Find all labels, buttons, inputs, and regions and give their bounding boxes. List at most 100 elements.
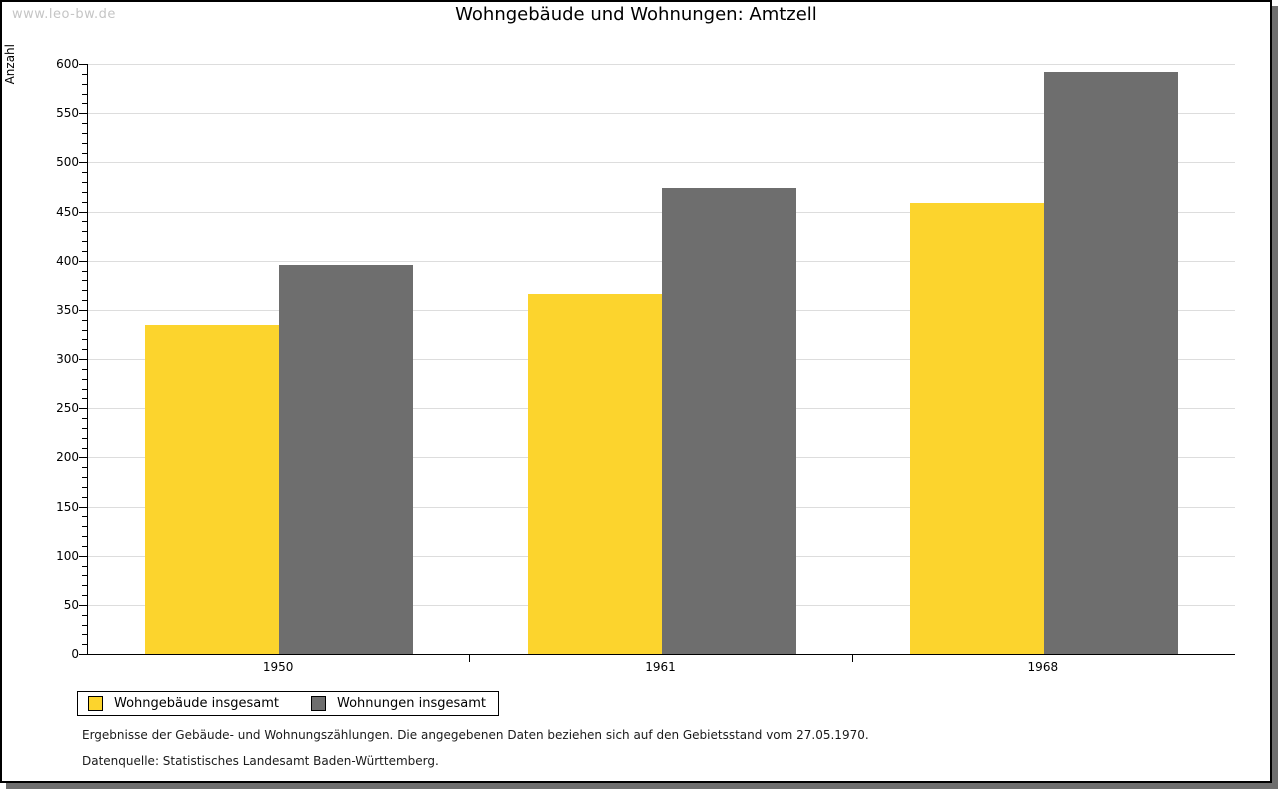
y-major-tick xyxy=(79,64,87,65)
y-major-tick xyxy=(79,506,87,508)
watermark-leo-bw: www.leo-bw.de xyxy=(12,7,116,22)
bar-wohngebäude-1968 xyxy=(909,202,1044,654)
legend: Wohngebäude insgesamt Wohnungen insgesam… xyxy=(77,691,499,716)
x-tick-label-1950: 1950 xyxy=(262,660,294,674)
y-minor-tick xyxy=(82,132,87,134)
y-major-tick xyxy=(79,113,87,115)
y-minor-tick xyxy=(82,614,87,616)
chart-title: Wohngebäude und Wohnungen: Amtzell xyxy=(455,4,817,25)
y-minor-tick xyxy=(82,221,87,223)
y-minor-tick xyxy=(82,398,87,400)
y-tick-label: 0 xyxy=(71,647,79,661)
y-minor-tick xyxy=(82,319,87,321)
y-minor-tick xyxy=(82,152,87,154)
y-minor-tick xyxy=(82,477,87,478)
y-minor-tick xyxy=(82,368,87,370)
y-tick-label: 450 xyxy=(56,204,79,219)
y-major-tick xyxy=(79,604,87,606)
y-minor-tick xyxy=(82,93,87,95)
plot-area xyxy=(87,64,1235,655)
y-minor-tick xyxy=(82,349,87,351)
y-minor-tick xyxy=(82,300,87,301)
y-minor-tick xyxy=(82,378,87,380)
y-minor-tick xyxy=(82,634,87,636)
gridline-550 xyxy=(88,113,1235,115)
y-minor-tick xyxy=(82,496,87,498)
y-minor-tick xyxy=(82,644,87,646)
y-minor-tick xyxy=(82,172,87,174)
legend-swatch-gray xyxy=(311,696,326,711)
y-tick-label: 500 xyxy=(56,155,79,170)
y-tick-label: 600 xyxy=(56,57,79,71)
y-tick-label: 150 xyxy=(56,499,79,514)
y-tick-label: 400 xyxy=(56,253,79,268)
y-minor-tick xyxy=(82,427,87,429)
y-minor-tick xyxy=(82,575,87,577)
bar-wohnungen-1968 xyxy=(1043,71,1178,654)
y-minor-tick xyxy=(82,290,87,292)
y-major-tick xyxy=(79,162,87,164)
y-minor-tick xyxy=(82,231,87,233)
y-minor-tick xyxy=(82,585,87,587)
y-tick-label: 300 xyxy=(56,352,79,366)
y-minor-tick xyxy=(82,182,87,183)
y-major-tick xyxy=(79,408,87,410)
y-tick-label: 100 xyxy=(56,548,79,563)
x-axis-tick xyxy=(469,655,470,662)
y-major-tick xyxy=(79,555,87,557)
y-tick-label: 50 xyxy=(63,597,79,612)
y-minor-tick xyxy=(82,250,87,252)
y-minor-tick xyxy=(82,545,87,547)
y-minor-tick xyxy=(82,486,87,488)
y-minor-tick xyxy=(82,388,87,390)
y-minor-tick xyxy=(82,241,87,242)
y-minor-tick xyxy=(82,624,87,626)
y-major-tick xyxy=(79,211,87,213)
y-tick-label: 200 xyxy=(56,450,79,465)
y-minor-tick xyxy=(82,280,87,282)
y-major-tick xyxy=(79,359,87,360)
x-axis-tick xyxy=(852,655,853,662)
legend-item-wohngebaeude: Wohngebäude insgesamt xyxy=(88,696,279,711)
y-minor-tick xyxy=(82,516,87,518)
y-tick-label: 350 xyxy=(56,302,79,317)
y-major-tick xyxy=(79,457,87,459)
gridline-600 xyxy=(88,64,1235,65)
y-minor-tick xyxy=(82,191,87,193)
y-major-tick xyxy=(79,309,87,311)
y-minor-tick xyxy=(82,526,87,528)
y-minor-tick xyxy=(82,339,87,341)
y-tick-label: 550 xyxy=(56,106,79,121)
legend-label: Wohngebäude insgesamt xyxy=(114,696,279,711)
gridline-500 xyxy=(88,162,1235,164)
bar-wohnungen-1950 xyxy=(279,264,414,654)
y-minor-tick xyxy=(82,83,87,85)
y-tick-label: 250 xyxy=(56,401,79,416)
legend-label: Wohnungen insgesamt xyxy=(337,696,486,711)
y-minor-tick xyxy=(82,73,87,75)
y-minor-tick xyxy=(82,270,87,272)
y-minor-tick xyxy=(82,595,87,596)
y-axis-title: Anzahl xyxy=(3,44,17,85)
footnote-source-note: Ergebnisse der Gebäude- und Wohnungszähl… xyxy=(82,728,869,742)
legend-swatch-yellow xyxy=(88,696,103,711)
bar-wohnungen-1961 xyxy=(661,187,796,654)
y-minor-tick xyxy=(82,142,87,144)
y-major-tick xyxy=(79,654,87,655)
y-minor-tick xyxy=(82,536,87,537)
y-minor-tick xyxy=(82,418,87,419)
y-minor-tick xyxy=(82,447,87,449)
y-minor-tick xyxy=(82,329,87,331)
footnote-data-source: Datenquelle: Statistisches Landesamt Bad… xyxy=(82,754,439,768)
y-minor-tick xyxy=(82,565,87,567)
y-minor-tick xyxy=(82,123,87,124)
x-tick-label-1961: 1961 xyxy=(645,660,676,674)
bar-wohngebäude-1961 xyxy=(527,294,662,654)
bar-wohngebäude-1950 xyxy=(145,324,280,654)
y-major-tick xyxy=(79,260,87,262)
y-minor-tick xyxy=(82,437,87,439)
x-tick-label-1968: 1968 xyxy=(1027,660,1059,674)
legend-item-wohnungen: Wohnungen insgesamt xyxy=(311,696,486,711)
y-minor-tick xyxy=(82,201,87,203)
